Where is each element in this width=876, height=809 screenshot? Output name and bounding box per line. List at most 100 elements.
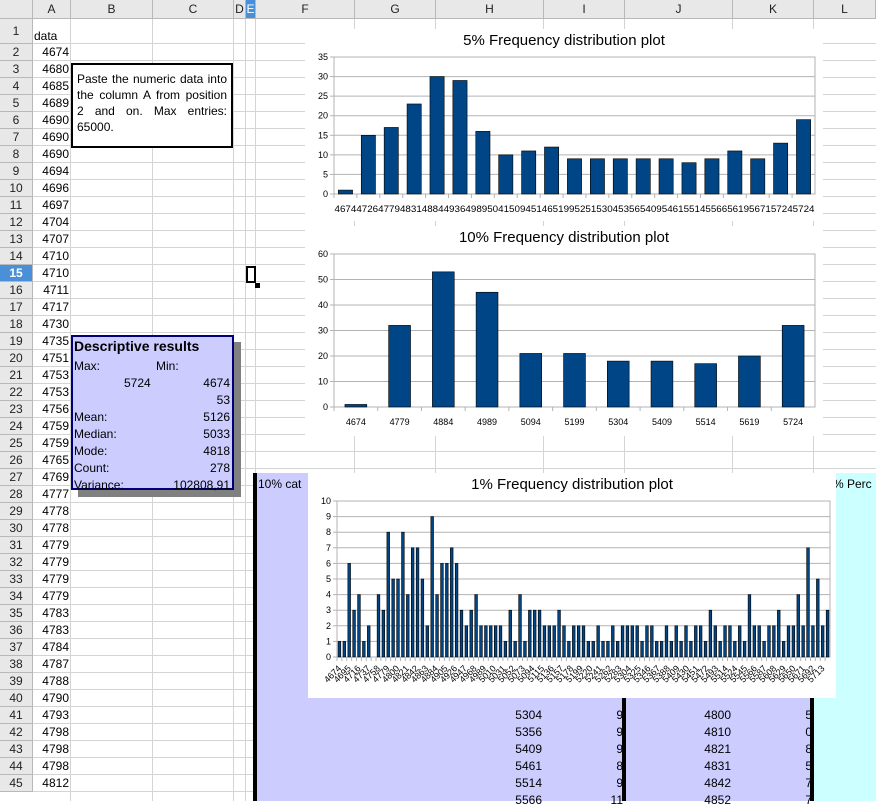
table-h-cell[interactable]: 5304: [515, 708, 542, 722]
table-k-cell[interactable]: 5: [805, 708, 812, 722]
row-header-43[interactable]: 43: [0, 741, 33, 758]
column-a-cell[interactable]: 4710: [42, 266, 69, 280]
column-a-header-cell[interactable]: data: [34, 29, 58, 43]
table-i-cell[interactable]: 8: [616, 759, 623, 773]
column-a-cell[interactable]: 4680: [42, 62, 69, 76]
row-header-5[interactable]: 5: [0, 95, 33, 112]
row-header-7[interactable]: 7: [0, 129, 33, 146]
row-header-6[interactable]: 6: [0, 112, 33, 129]
column-a-cell[interactable]: 4751: [42, 351, 69, 365]
table-j-cell[interactable]: 4842: [704, 776, 731, 790]
column-a-cell[interactable]: 4711: [43, 283, 69, 297]
column-a-cell[interactable]: 4697: [42, 198, 69, 212]
row-header-19[interactable]: 19: [0, 333, 33, 350]
row-header-45[interactable]: 45: [0, 775, 33, 792]
row-header-35[interactable]: 35: [0, 605, 33, 622]
table-k-cell[interactable]: 7: [805, 776, 812, 790]
row-header-44[interactable]: 44: [0, 758, 33, 775]
row-header-36[interactable]: 36: [0, 622, 33, 639]
column-a-cell[interactable]: 4756: [42, 402, 69, 416]
column-header-a[interactable]: A: [33, 0, 71, 19]
row-header-10[interactable]: 10: [0, 180, 33, 197]
table-k-cell[interactable]: 0: [805, 725, 812, 739]
column-a-cell[interactable]: 4790: [42, 691, 69, 705]
column-a-cell[interactable]: 4765: [42, 453, 69, 467]
table-k-cell[interactable]: 5: [805, 759, 812, 773]
column-a-cell[interactable]: 4779: [42, 538, 69, 552]
row-header-41[interactable]: 41: [0, 707, 33, 724]
chart-10pct[interactable]: 10% Frequency distribution plot 0 10 20 30 4…: [305, 226, 823, 436]
column-a-cell[interactable]: 4778: [42, 504, 69, 518]
chart-1pct[interactable]: 1% Frequency distribution plot 0 1 2 3 4 5 6 7 8…: [308, 473, 836, 698]
column-a-cell[interactable]: 4690: [42, 113, 69, 127]
column-a-cell[interactable]: 4674: [42, 45, 69, 59]
select-all-corner[interactable]: [0, 0, 33, 19]
column-header-d[interactable]: D: [234, 0, 246, 19]
table-i-cell[interactable]: 9: [616, 708, 623, 722]
column-header-l[interactable]: L: [814, 0, 876, 19]
table-j-cell[interactable]: 4800: [704, 708, 731, 722]
table-j-cell[interactable]: 4831: [704, 759, 731, 773]
table-k-cell[interactable]: 7: [805, 793, 812, 807]
column-header-k[interactable]: K: [733, 0, 814, 19]
column-a-cell[interactable]: 4779: [42, 572, 69, 586]
row-header-12[interactable]: 12: [0, 214, 33, 231]
row-header-38[interactable]: 38: [0, 656, 33, 673]
table-j-cell[interactable]: 4821: [704, 742, 731, 756]
column-a-cell[interactable]: 4696: [42, 181, 69, 195]
row-header-27[interactable]: 27: [0, 469, 33, 486]
column-a-cell[interactable]: 4779: [42, 589, 69, 603]
row-header-22[interactable]: 22: [0, 384, 33, 401]
table-k-cell[interactable]: 8: [805, 742, 812, 756]
column-a-cell[interactable]: 4787: [42, 657, 69, 671]
column-a-cell[interactable]: 4710: [42, 249, 69, 263]
row-header-29[interactable]: 29: [0, 503, 33, 520]
row-header-8[interactable]: 8: [0, 146, 33, 163]
table-i-cell[interactable]: 9: [616, 776, 623, 790]
column-a-cell[interactable]: 4753: [42, 385, 69, 399]
column-header-i[interactable]: I: [544, 0, 625, 19]
column-a-cell[interactable]: 4690: [42, 130, 69, 144]
column-a-cell[interactable]: 4717: [42, 300, 69, 314]
row-header-1[interactable]: 1: [0, 19, 33, 44]
column-header-h[interactable]: H: [436, 0, 544, 19]
row-header-26[interactable]: 26: [0, 452, 33, 469]
column-a-cell[interactable]: 4753: [42, 368, 69, 382]
row-header-39[interactable]: 39: [0, 673, 33, 690]
column-header-g[interactable]: G: [355, 0, 436, 19]
row-header-13[interactable]: 13: [0, 231, 33, 248]
row-header-24[interactable]: 24: [0, 418, 33, 435]
column-a-cell[interactable]: 4730: [42, 317, 69, 331]
column-a-cell[interactable]: 4783: [42, 606, 69, 620]
row-header-16[interactable]: 16: [0, 282, 33, 299]
table-h-cell[interactable]: 5514: [515, 776, 542, 790]
column-header-j[interactable]: J: [625, 0, 733, 19]
column-a-cell[interactable]: 4798: [42, 742, 69, 756]
row-header-40[interactable]: 40: [0, 690, 33, 707]
fill-handle[interactable]: [255, 283, 260, 288]
column-header-c[interactable]: C: [153, 0, 234, 19]
table-h-cell[interactable]: 5461: [515, 759, 542, 773]
row-header-14[interactable]: 14: [0, 248, 33, 265]
column-a-cell[interactable]: 4694: [42, 164, 69, 178]
row-header-32[interactable]: 32: [0, 554, 33, 571]
table-j-cell[interactable]: 4810: [704, 725, 731, 739]
row-header-11[interactable]: 11: [0, 197, 33, 214]
row-header-15[interactable]: 15: [0, 265, 33, 282]
row-header-28[interactable]: 28: [0, 486, 33, 503]
chart-5pct[interactable]: 5% Frequency distribution plot 0 5 10 15 20 2…: [305, 29, 823, 221]
row-header-3[interactable]: 3: [0, 61, 33, 78]
column-a-cell[interactable]: 4759: [42, 436, 69, 450]
column-a-cell[interactable]: 4777: [42, 487, 69, 501]
row-header-31[interactable]: 31: [0, 537, 33, 554]
row-header-42[interactable]: 42: [0, 724, 33, 741]
row-header-33[interactable]: 33: [0, 571, 33, 588]
column-a-cell[interactable]: 4778: [42, 521, 69, 535]
column-a-cell[interactable]: 4759: [42, 419, 69, 433]
table-h-cell[interactable]: 5356: [515, 725, 542, 739]
column-a-cell[interactable]: 4784: [42, 640, 69, 654]
column-a-cell[interactable]: 4788: [42, 674, 69, 688]
column-a-cell[interactable]: 4707: [42, 232, 69, 246]
column-a-cell[interactable]: 4735: [42, 334, 69, 348]
column-a-cell[interactable]: 4793: [42, 708, 69, 722]
